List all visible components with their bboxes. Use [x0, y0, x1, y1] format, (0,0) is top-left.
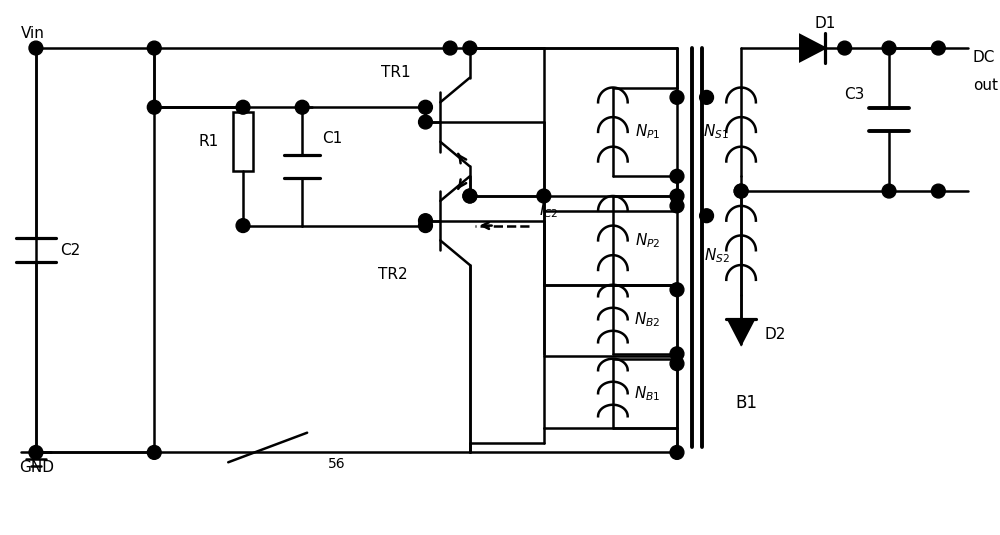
Text: $N_{B1}$: $N_{B1}$ — [634, 384, 661, 403]
Circle shape — [882, 41, 896, 55]
Text: $I_{C2}$: $I_{C2}$ — [539, 202, 559, 220]
Circle shape — [463, 189, 477, 203]
Circle shape — [29, 446, 43, 460]
Polygon shape — [728, 319, 754, 344]
Circle shape — [670, 357, 684, 371]
Circle shape — [419, 115, 432, 129]
Circle shape — [882, 184, 896, 198]
Circle shape — [147, 446, 161, 460]
Circle shape — [670, 446, 684, 460]
Bar — [233, 112, 253, 171]
Circle shape — [236, 101, 250, 114]
Circle shape — [236, 219, 250, 233]
Text: C3: C3 — [844, 87, 865, 102]
Text: $N_{B2}$: $N_{B2}$ — [634, 310, 661, 328]
Circle shape — [700, 209, 713, 223]
Circle shape — [670, 189, 684, 203]
Text: TR2: TR2 — [378, 268, 408, 282]
Circle shape — [838, 41, 852, 55]
Circle shape — [670, 347, 684, 361]
Circle shape — [670, 199, 684, 213]
Circle shape — [670, 283, 684, 296]
Text: B1: B1 — [735, 394, 757, 412]
Text: TR1: TR1 — [381, 65, 411, 80]
Circle shape — [931, 41, 945, 55]
Text: $N_{P2}$: $N_{P2}$ — [635, 231, 660, 250]
Text: DC: DC — [973, 50, 995, 65]
Circle shape — [670, 170, 684, 183]
Circle shape — [734, 184, 748, 198]
Text: GND: GND — [19, 460, 54, 475]
Circle shape — [734, 184, 748, 198]
Text: 56: 56 — [328, 457, 346, 471]
Circle shape — [463, 189, 477, 203]
Circle shape — [295, 101, 309, 114]
Circle shape — [419, 219, 432, 233]
Circle shape — [700, 90, 713, 104]
Text: Vin: Vin — [21, 26, 45, 41]
Text: $N_{P1}$: $N_{P1}$ — [635, 123, 660, 141]
Polygon shape — [800, 35, 825, 61]
Text: out: out — [973, 78, 998, 93]
Text: R1: R1 — [198, 134, 219, 149]
Text: C2: C2 — [60, 243, 81, 258]
Circle shape — [463, 41, 477, 55]
Circle shape — [419, 101, 432, 114]
Text: C1: C1 — [322, 131, 342, 146]
Circle shape — [419, 214, 432, 227]
Circle shape — [670, 90, 684, 104]
Circle shape — [537, 189, 551, 203]
Text: $N_{S2}$: $N_{S2}$ — [704, 246, 729, 264]
Text: D1: D1 — [814, 16, 836, 31]
Circle shape — [147, 101, 161, 114]
Circle shape — [147, 41, 161, 55]
Text: $N_{S1}$: $N_{S1}$ — [703, 123, 729, 141]
Circle shape — [443, 41, 457, 55]
Circle shape — [931, 184, 945, 198]
Circle shape — [29, 41, 43, 55]
Text: D2: D2 — [765, 326, 786, 341]
